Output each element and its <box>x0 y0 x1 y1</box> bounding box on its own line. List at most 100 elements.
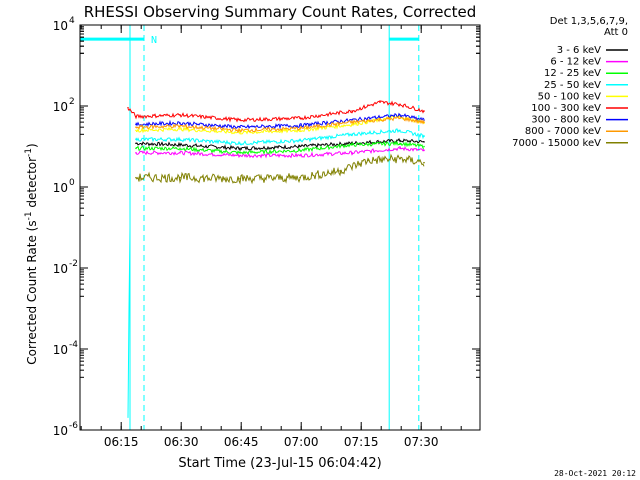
y-tick-exponent: 2 <box>69 97 75 107</box>
legend-label: 6 - 12 keV <box>550 57 601 68</box>
data-point <box>351 133 353 136</box>
data-point <box>423 141 425 143</box>
footer-date: 28-Oct-2021 20:12 <box>554 469 636 478</box>
data-point <box>351 151 353 154</box>
y-tick-exponent: -6 <box>69 421 78 431</box>
series-line <box>136 153 425 185</box>
data-point <box>179 138 181 141</box>
series-line <box>135 112 425 130</box>
series-line <box>127 100 425 123</box>
data-point <box>423 135 425 137</box>
data-point <box>423 161 425 164</box>
data-point <box>239 119 241 121</box>
data-point <box>299 117 301 119</box>
data-point <box>351 121 353 123</box>
series-line <box>135 128 425 146</box>
data-point <box>299 124 301 127</box>
series-line <box>135 115 425 134</box>
data-point <box>299 139 301 142</box>
data-point <box>399 117 401 119</box>
x-tick-label: 06:30 <box>164 435 199 449</box>
axes-frame <box>79 24 481 431</box>
x-tick-label: 07:30 <box>404 435 439 449</box>
data-point <box>135 151 137 154</box>
data-point <box>399 139 401 142</box>
data-point <box>135 123 137 126</box>
data-point <box>423 145 425 148</box>
x-axis-label: Start Time (23-Jul-15 06:04:42) <box>178 456 381 471</box>
legend-label: 800 - 7000 keV <box>525 126 601 137</box>
series-line <box>135 140 425 156</box>
chart-title: RHESSI Observing Summary Count Rates, Co… <box>84 3 477 21</box>
data-point <box>299 154 301 157</box>
series-line <box>135 137 425 151</box>
data-point <box>127 107 129 109</box>
y-tick-exponent: -2 <box>69 259 78 269</box>
data-point <box>179 114 181 116</box>
legend-label: 100 - 300 keV <box>531 103 601 114</box>
legend-label: 7000 - 15000 keV <box>512 138 601 149</box>
data-point <box>399 157 401 160</box>
x-tick-label: 07:00 <box>284 435 319 449</box>
data-point <box>299 127 301 130</box>
data-point <box>179 151 181 154</box>
data-point <box>135 147 137 150</box>
y-tick-exponent: 0 <box>69 178 75 188</box>
data-point <box>399 129 401 132</box>
y-tick-label: 10 <box>53 262 68 276</box>
data-point <box>135 176 137 179</box>
data-point <box>299 129 301 132</box>
data-point <box>351 123 353 126</box>
x-tick-label: 07:15 <box>344 435 379 449</box>
y-tick-label: 10 <box>53 19 68 33</box>
orbit-label: N <box>151 35 157 46</box>
lead-in-trace <box>127 122 131 418</box>
data-point <box>179 125 181 127</box>
y-tick-label: 10 <box>53 424 68 438</box>
y-tick-label: 10 <box>53 181 68 195</box>
data-point <box>299 145 301 148</box>
data-point <box>423 121 425 123</box>
data-point <box>367 159 369 162</box>
data-point <box>179 128 181 130</box>
data-point <box>239 147 241 150</box>
data-point <box>339 170 341 172</box>
data-point <box>299 149 301 152</box>
series-line <box>135 114 425 135</box>
data-point <box>135 126 137 128</box>
data-point <box>239 126 241 128</box>
legend-label: 50 - 100 keV <box>538 91 602 102</box>
data-point <box>351 110 353 112</box>
legend-label: 25 - 50 keV <box>544 80 601 91</box>
data-point <box>399 114 401 116</box>
y-tick-exponent: 4 <box>69 16 75 26</box>
legend-label: 12 - 25 keV <box>544 68 601 79</box>
y-tick-label: 10 <box>53 100 68 114</box>
data-point <box>423 149 425 152</box>
data-point <box>135 129 137 132</box>
legend-header: Att 0 <box>604 27 628 38</box>
x-tick-label: 06:45 <box>224 435 259 449</box>
data-point <box>423 110 425 112</box>
data-point <box>239 177 241 180</box>
data-point <box>299 176 301 179</box>
data-point <box>351 144 353 146</box>
legend-header: Det 1,3,5,6,7,9, <box>550 16 628 27</box>
x-tick-label: 06:15 <box>104 435 139 449</box>
data-point <box>135 115 137 118</box>
y-tick-exponent: -4 <box>69 340 78 350</box>
data-point <box>239 151 241 154</box>
data-point <box>179 147 181 150</box>
data-point <box>239 131 241 134</box>
y-tick-label: 10 <box>53 343 68 357</box>
data-point <box>379 101 381 103</box>
series-line <box>135 146 425 159</box>
legend-label: 3 - 6 keV <box>557 45 601 56</box>
legend-label: 300 - 800 keV <box>531 115 601 126</box>
data-point <box>135 138 137 141</box>
data-point <box>399 103 401 106</box>
data-point <box>239 142 241 145</box>
data-point <box>399 142 401 145</box>
